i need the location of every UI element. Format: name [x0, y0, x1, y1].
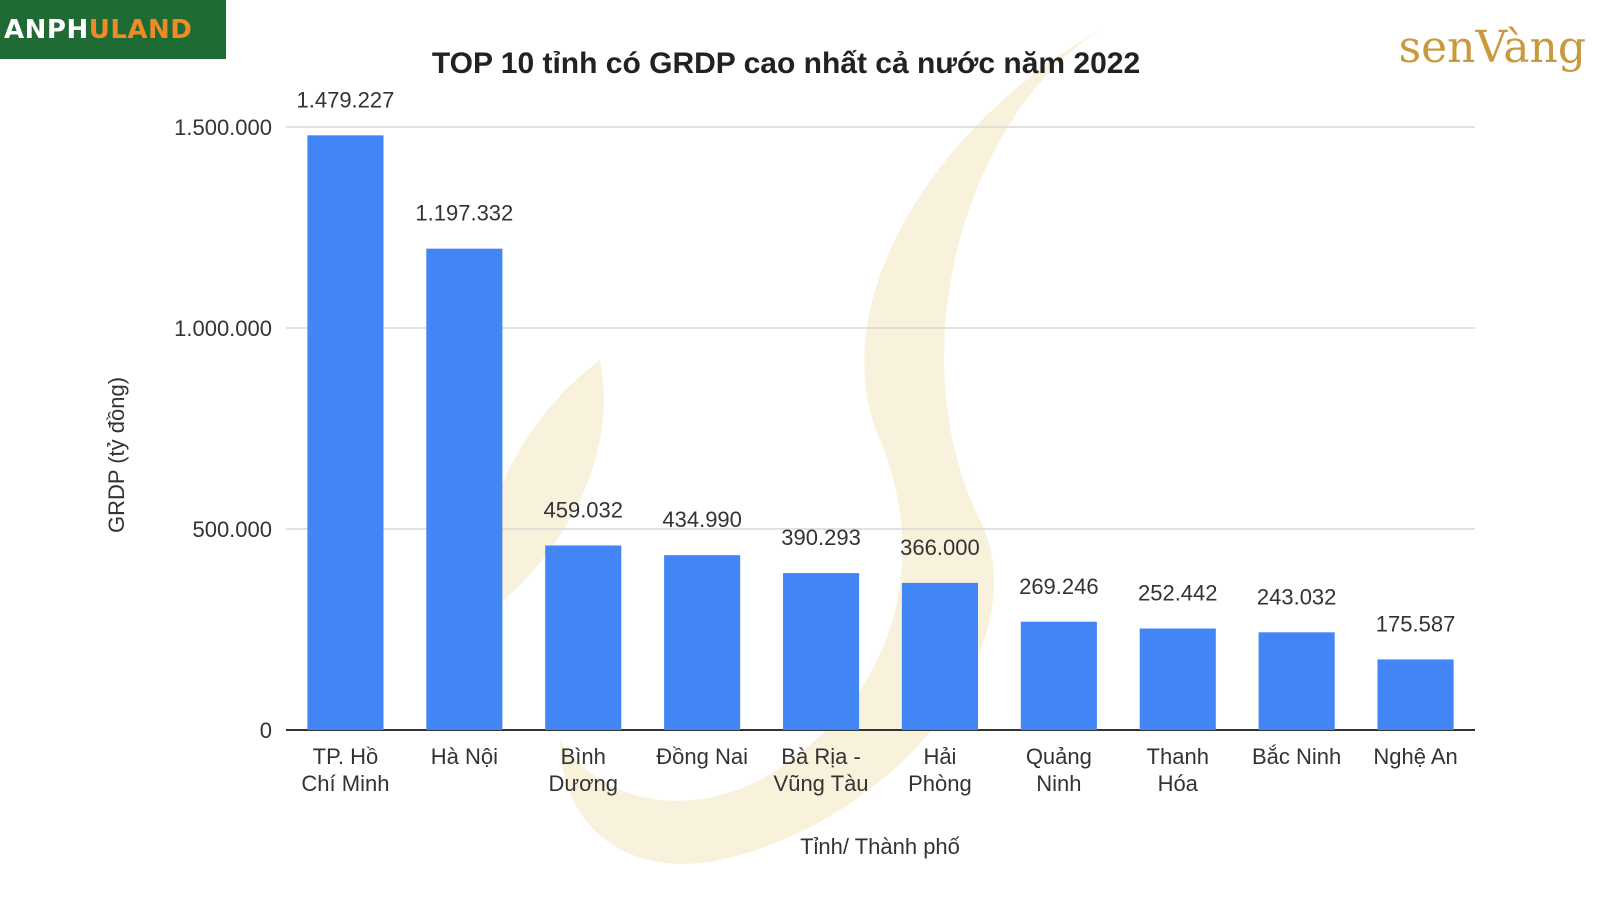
data-label: 243.032 [1257, 584, 1337, 609]
category-label: Phòng [908, 771, 972, 796]
y-tick-labels: 0 500.000 1.000.000 1.500.000 [174, 115, 272, 743]
bar [901, 582, 978, 730]
bar [664, 555, 741, 730]
bar [426, 248, 503, 730]
category-label: Ninh [1036, 771, 1081, 796]
y-tick-label: 1.500.000 [174, 115, 272, 140]
senvang-logo: senVàng [1399, 22, 1586, 73]
bar [1020, 621, 1097, 730]
category-label: Chí Minh [301, 771, 389, 796]
y-tick-label: 0 [260, 718, 272, 743]
data-label: 459.032 [543, 497, 623, 522]
data-label: 269.246 [1019, 574, 1099, 599]
y-tick-label: 1.000.000 [174, 316, 272, 341]
category-label: Bà Rịa - [781, 744, 860, 769]
data-label: 252.442 [1138, 581, 1218, 606]
category-label: Đồng Nai [656, 744, 748, 769]
category-label: Nghệ An [1373, 744, 1457, 769]
category-label: Bình [561, 744, 606, 769]
anphuland-logo-text: ANPHULAND [4, 14, 193, 45]
x-axis-title: Tỉnh/ Thành phố [800, 834, 960, 859]
data-label: 366.000 [900, 535, 980, 560]
data-labels: 1.479.227 1.197.332 459.032 434.990 390.293 3… [297, 87, 1456, 636]
data-label: 1.479.227 [297, 87, 395, 112]
category-label: Hải [923, 744, 956, 769]
category-label: Hà Nội [431, 744, 498, 769]
bar [1377, 659, 1454, 730]
y-tick-label: 500.000 [192, 517, 272, 542]
watermark [478, 30, 1100, 864]
category-label: Thanh [1147, 744, 1209, 769]
bars [307, 135, 1454, 731]
data-label: 390.293 [781, 525, 861, 550]
anphuland-logo: ANPHULAND [0, 0, 226, 59]
category-label: Quảng [1026, 744, 1092, 769]
category-label: Dương [548, 771, 618, 796]
watermark-leaf [478, 360, 604, 620]
chart-title: TOP 10 tỉnh có GRDP cao nhất cả nước năm… [432, 47, 1140, 80]
category-label: TP. Hồ [313, 744, 379, 769]
data-label: 434.990 [662, 507, 742, 532]
category-label: Vũng Tàu [774, 771, 869, 796]
watermark-swirl [560, 30, 1100, 864]
bar [545, 545, 622, 730]
bar [783, 573, 860, 730]
bar [1139, 628, 1216, 730]
category-label: Bắc Ninh [1252, 744, 1341, 769]
data-label: 1.197.332 [415, 201, 513, 226]
category-label: Hóa [1158, 771, 1199, 796]
y-axis-title: GRDP (tỷ đồng) [104, 377, 129, 533]
bar [1258, 632, 1335, 730]
senvang-logo-text: senVàng [1398, 22, 1586, 73]
data-label: 175.587 [1376, 611, 1456, 636]
bar [307, 135, 384, 731]
